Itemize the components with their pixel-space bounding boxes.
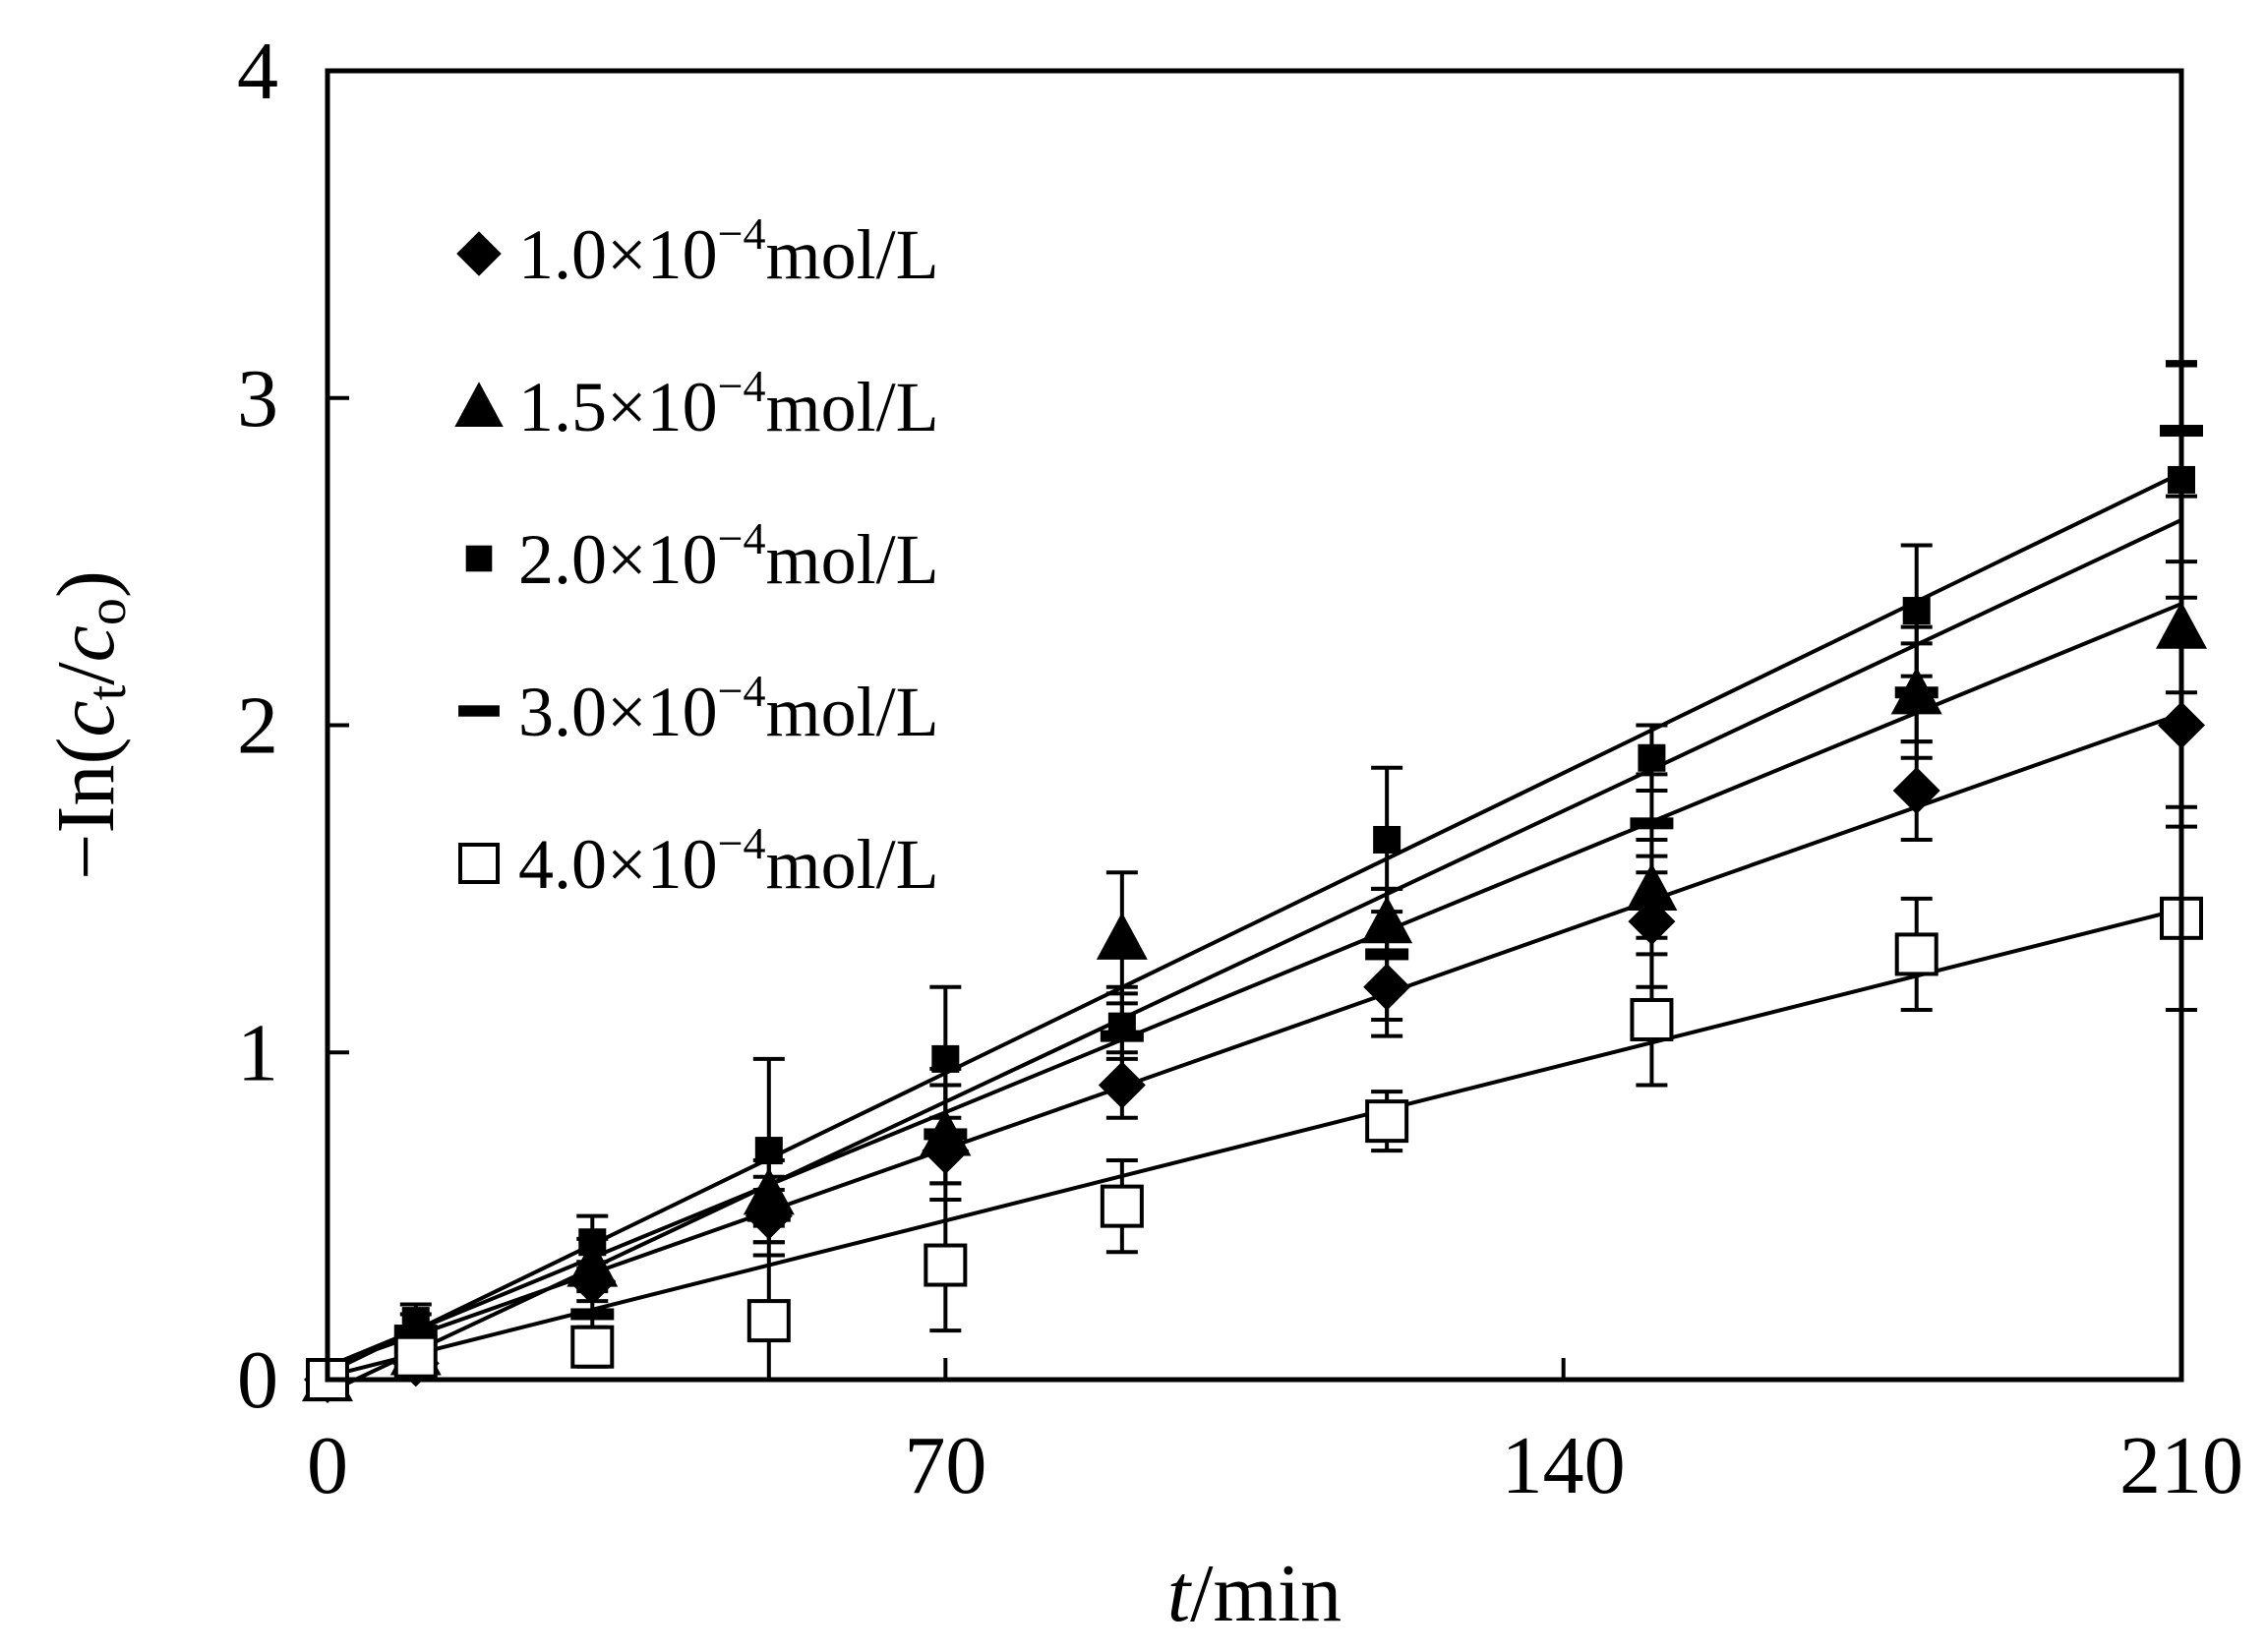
x-tick-label: 0 xyxy=(307,1420,348,1511)
triangle-marker xyxy=(1096,912,1148,960)
legend-label: 1.5×10−4mol/L xyxy=(518,361,939,446)
legend-item-3: 2.0×10−4mol/L xyxy=(465,513,939,599)
y-axis-label-sub2: o xyxy=(77,598,138,625)
legend-unit: mol/L xyxy=(766,520,939,599)
x-tick-label: 210 xyxy=(2119,1420,2243,1511)
x-axis-label-var: t xyxy=(1167,1548,1193,1639)
y-axis-label-slash: / xyxy=(40,662,132,685)
fit-line xyxy=(327,518,2182,1395)
legend-item-2: 1.5×10−4mol/L xyxy=(454,361,939,446)
legend-mantissa: 1.0×10 xyxy=(518,215,718,294)
legend-exponent: −4 xyxy=(718,513,766,563)
open-square-marker xyxy=(1630,997,1674,1041)
dash-marker xyxy=(1894,686,1938,699)
dash-marker xyxy=(458,705,500,717)
y-tick-label: 1 xyxy=(237,1007,278,1098)
legend-label: 1.0×10−4mol/L xyxy=(518,208,939,294)
diamond-marker xyxy=(456,231,502,276)
series-3 xyxy=(314,360,2197,1393)
x-axis-label: t/min xyxy=(1167,1548,1342,1639)
dash-marker xyxy=(393,1325,438,1337)
y-axis-label-c2: c xyxy=(40,625,132,662)
y-tick-label: 3 xyxy=(237,353,278,444)
triangle-marker xyxy=(454,382,504,427)
open-square-marker xyxy=(1894,932,1938,976)
open-square-marker xyxy=(924,1243,968,1287)
diamond-marker xyxy=(1892,767,1940,815)
square-marker xyxy=(1373,825,1401,854)
legend-exponent: −4 xyxy=(718,361,766,411)
legend-unit: mol/L xyxy=(766,368,939,446)
open-square-marker xyxy=(458,843,500,884)
legend-mantissa: 1.5×10 xyxy=(518,368,718,446)
legend-label: 3.0×10−4mol/L xyxy=(518,666,939,751)
y-axis-label: −In(ct/co) xyxy=(40,570,138,880)
x-axis-label-unit: /min xyxy=(1190,1548,1342,1639)
open-square-marker xyxy=(746,1299,791,1343)
legend-exponent: −4 xyxy=(718,208,766,259)
y-tick-label: 0 xyxy=(237,1334,278,1426)
y-axis-label-suffix: ) xyxy=(40,570,132,598)
plot-area xyxy=(302,360,2207,1403)
legend-unit: mol/L xyxy=(766,673,939,751)
dash-marker xyxy=(746,1210,791,1222)
legend-mantissa: 2.0×10 xyxy=(518,520,718,599)
x-tick-label: 70 xyxy=(904,1420,986,1511)
legend-unit: mol/L xyxy=(766,215,939,294)
legend-label: 4.0×10−4mol/L xyxy=(518,818,939,904)
legend-mantissa: 4.0×10 xyxy=(518,825,718,904)
open-square-marker xyxy=(1365,1099,1409,1144)
y-axis-label-prefix: −In( xyxy=(40,738,132,880)
open-square-marker xyxy=(393,1334,438,1379)
legend-exponent: −4 xyxy=(718,818,766,868)
square-marker xyxy=(465,545,493,572)
square-marker xyxy=(754,1137,783,1165)
open-square-marker xyxy=(1100,1184,1144,1228)
open-square-marker xyxy=(570,1325,615,1369)
dash-marker xyxy=(924,1128,968,1141)
legend-label: 2.0×10−4mol/L xyxy=(518,513,939,599)
square-marker xyxy=(1902,597,1931,625)
fit-line xyxy=(327,907,2182,1379)
dash-marker xyxy=(1100,1030,1144,1042)
y-axis-label-sub1: t xyxy=(77,684,138,700)
fit-line xyxy=(327,471,2182,1376)
triangle-marker xyxy=(1626,862,1678,911)
legend-item-5: 4.0×10−4mol/L xyxy=(458,818,939,904)
series-4 xyxy=(306,363,2203,1395)
legend-unit: mol/L xyxy=(766,825,939,904)
square-marker xyxy=(578,1228,607,1257)
dash-marker xyxy=(1630,817,1674,830)
y-tick-label: 4 xyxy=(237,26,278,117)
x-tick-label: 140 xyxy=(1502,1420,1626,1511)
fit-line xyxy=(327,602,2182,1369)
dash-marker xyxy=(1365,948,1409,961)
fit-line xyxy=(327,711,2182,1369)
legend-mantissa: 3.0×10 xyxy=(518,673,718,751)
y-axis-label-c1: c xyxy=(40,700,132,737)
legend-item-4: 3.0×10−4mol/L xyxy=(458,666,939,751)
legend-exponent: −4 xyxy=(718,666,766,716)
y-tick-label: 2 xyxy=(237,680,278,772)
legend: 1.0×10−4mol/L1.5×10−4mol/L2.0×10−4mol/L3… xyxy=(454,208,939,904)
legend-item-1: 1.0×10−4mol/L xyxy=(456,208,939,294)
